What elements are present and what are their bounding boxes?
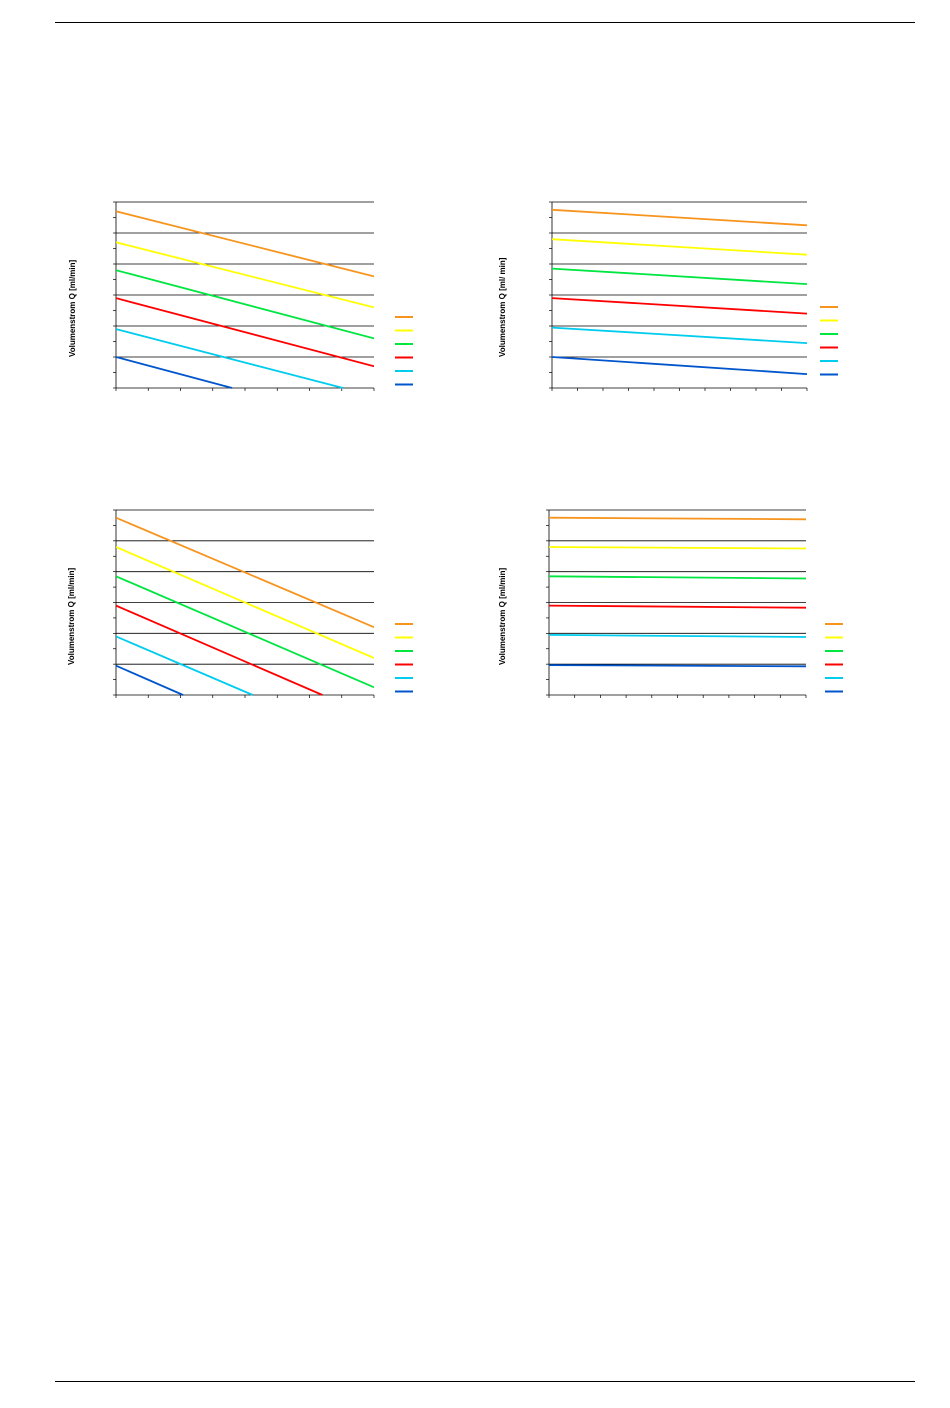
series-line-3 [549,575,806,580]
y-axis-label: Volumenstrom Q [ml/min] [68,259,77,357]
chart-plot [113,509,413,698]
series-line-5 [116,328,344,389]
series-line-5 [552,326,807,344]
series-line-1 [116,516,374,629]
chart-plot [546,509,843,698]
flow-chart-bottom-left: Volumenstrom Q [ml/min] [60,500,430,715]
y-axis-label: Volumenstrom Q [ml/ min] [498,257,507,357]
series-line-4 [552,297,807,315]
flow-chart-bottom-right: Volumenstrom Q [ml/min] [495,500,865,715]
series-line-3 [116,269,374,340]
y-axis-label: Volumenstrom Q [ml/min] [498,567,507,665]
header-rule [55,22,915,23]
series-line-4 [549,604,806,609]
series-line-2 [549,546,806,550]
chart-plot [549,201,838,391]
series-line-6 [116,664,184,696]
y-axis-label: Volumenstrom Q [ml/min] [67,567,76,665]
flow-chart-top-left: Volumenstrom Q [ml/min] [60,190,430,405]
series-line-2 [116,546,374,659]
series-line-2 [116,241,374,309]
series-line-6 [116,356,233,389]
chart-plot [113,201,413,391]
series-line-6 [549,664,806,668]
series-line-4 [116,297,374,368]
series-line-1 [552,208,807,227]
series-line-2 [552,238,807,256]
series-line-1 [549,516,806,521]
series-line-3 [116,575,374,689]
series-line-6 [552,356,807,375]
flow-chart-top-right: Volumenstrom Q [ml/ min] [495,190,865,405]
series-line-3 [552,267,807,285]
series-line-4 [116,604,323,696]
series-line-5 [549,634,806,638]
series-line-1 [116,210,374,278]
footer-rule [55,1381,915,1382]
series-line-5 [116,635,254,696]
